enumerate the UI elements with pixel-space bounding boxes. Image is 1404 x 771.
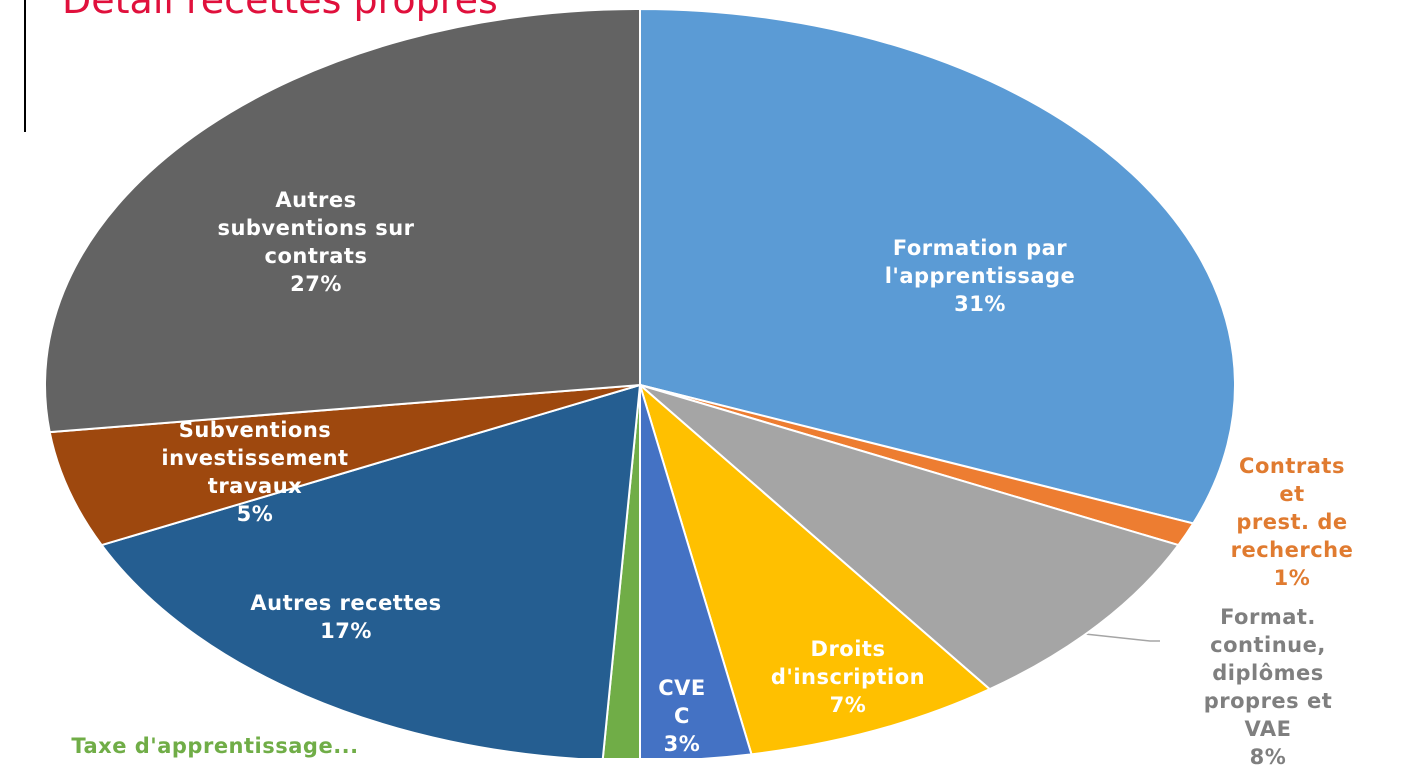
slice-value: 1%: [1273, 566, 1311, 590]
slice-value: 3%: [663, 732, 701, 756]
pie-slice: [48, 384, 641, 547]
slice-name: CVEC: [658, 676, 706, 728]
slice-name: Autres subventions sur contrats: [217, 188, 415, 268]
chart-title: Détail recettes propres: [62, 0, 498, 22]
slice-name: Contrats et prest. de recherche: [1230, 454, 1354, 562]
pie-slice: [639, 384, 1181, 691]
slice-value: 8%: [1249, 745, 1287, 769]
slice-label: Autres recettes 17%: [250, 589, 441, 645]
leader-line: [1084, 633, 1160, 642]
slice-value: 7%: [829, 693, 867, 717]
slice-label: CVEC 3%: [656, 674, 708, 758]
slice-label: Format. continue, diplômes propres et VA…: [1200, 603, 1336, 771]
slice-label: Droits d'inscription 7%: [771, 635, 925, 719]
pie-slice: [639, 7, 1236, 525]
pie-slice: [99, 383, 642, 758]
slice-label: Taxe d'apprentissage...: [71, 732, 358, 760]
pie-slice: [639, 384, 753, 758]
slice-name: Droits d'inscription: [770, 637, 926, 689]
slice-name: Taxe d'apprentissage...: [71, 734, 359, 758]
slice-name: Autres recettes: [250, 591, 442, 615]
slice-label: Formation par l'apprentissage 31%: [885, 234, 1076, 318]
slice-value: 27%: [290, 272, 342, 296]
slice-value: 31%: [954, 292, 1006, 316]
slice-value: 17%: [320, 619, 372, 643]
slice-label: Contrats et prest. de recherche 1%: [1231, 452, 1354, 592]
pie-slice: [44, 7, 641, 434]
slice-name: Subventions investissement travaux: [161, 418, 349, 498]
slice-value: 5%: [236, 502, 274, 526]
slice-label: Subventions investissement travaux 5%: [161, 416, 348, 528]
slice-name: Format. continue, diplômes propres et VA…: [1203, 605, 1333, 741]
slice-label: Autres subventions sur contrats 27%: [217, 186, 414, 298]
slice-name: Formation par l'apprentissage: [884, 236, 1076, 288]
pie-slice: [638, 381, 992, 756]
